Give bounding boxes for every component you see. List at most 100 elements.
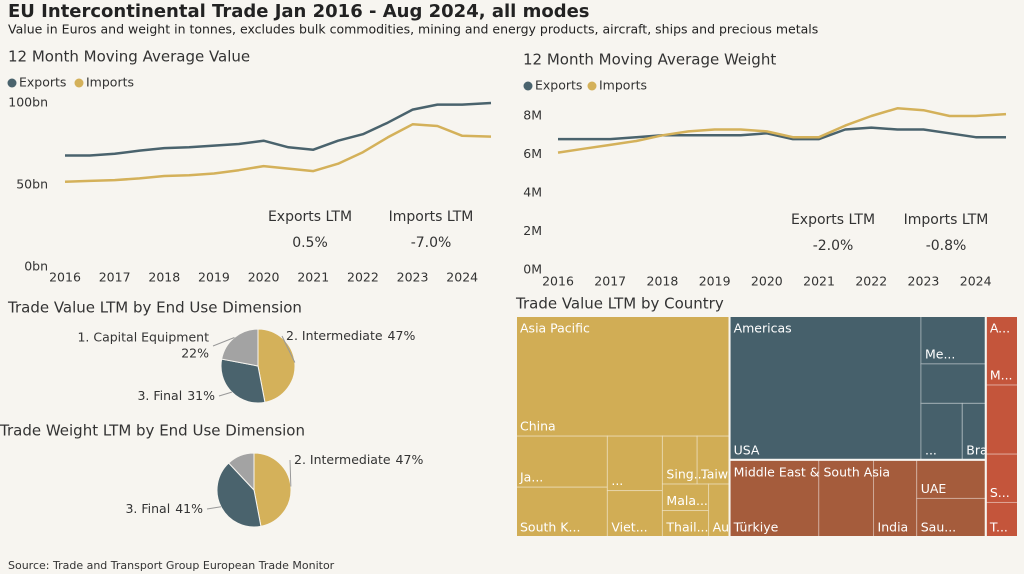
- legend-swatch: [523, 81, 533, 91]
- series-line: [65, 101, 492, 157]
- y-tick-label: 6M: [523, 146, 542, 161]
- y-tick-label: 4M: [523, 185, 542, 200]
- leader-line: [281, 335, 296, 363]
- slice-name: 3. Final: [125, 501, 170, 516]
- x-tick-label: 2016: [49, 270, 81, 285]
- cell-label: Thail...: [665, 520, 708, 535]
- x-tick-label: 2017: [594, 274, 626, 289]
- chart-title: 12 Month Moving Average Value: [8, 48, 250, 66]
- cell-label: M...: [990, 368, 1013, 383]
- slice-value: 41%: [175, 501, 203, 516]
- pie-slice: [227, 452, 255, 492]
- treemap-cell: [729, 315, 922, 461]
- region-label: Middle East & South Asia: [734, 464, 890, 479]
- pie-slice: [253, 452, 292, 527]
- chart-title: 12 Month Moving Average Weight: [523, 51, 776, 69]
- x-tick-label: 2023: [908, 274, 940, 289]
- series-line: [558, 126, 1006, 141]
- y-tick-label: 100bn: [8, 95, 48, 110]
- region-label: A...: [990, 321, 1010, 336]
- y-tick-label: 8M: [523, 108, 542, 123]
- x-tick-label: 2021: [803, 274, 835, 289]
- x-tick-label: 2018: [148, 270, 180, 285]
- cell-label: T...: [989, 520, 1008, 535]
- x-tick-label: 2023: [397, 270, 429, 285]
- page-subtitle: Value in Euros and weight in tonnes, exc…: [8, 22, 818, 37]
- slice-name: 2. Intermediate: [294, 452, 391, 467]
- legend-label: Imports: [599, 78, 647, 93]
- cell-label: ...: [925, 442, 937, 457]
- slice-value: 31%: [187, 388, 215, 403]
- annotation-value: -0.8%: [926, 238, 967, 254]
- annotation-label: Imports LTM: [389, 209, 474, 225]
- x-tick-label: 2022: [855, 274, 887, 289]
- cell-label: Viet...: [611, 520, 647, 535]
- pie-slice: [220, 358, 266, 404]
- cell-label: Ja...: [519, 470, 543, 485]
- chart-title: Trade Value LTM by End Use Dimension: [7, 299, 302, 317]
- cell-label: USA: [734, 442, 760, 457]
- region-border: [984, 315, 1020, 538]
- legend-swatch: [7, 78, 17, 88]
- slice-label: 3. Final 41%: [125, 501, 203, 516]
- cell-label: Sing...: [666, 467, 705, 482]
- x-tick-label: 2020: [751, 274, 783, 289]
- x-tick-label: 2024: [960, 274, 992, 289]
- annotation-value: 0.5%: [292, 235, 328, 251]
- slice-label: 1. Capital Equipment: [77, 330, 209, 345]
- treemap-cell: [920, 363, 987, 404]
- annotation-value: -2.0%: [813, 238, 854, 254]
- x-tick-label: 2017: [99, 270, 131, 285]
- cell-label: ...: [611, 473, 623, 488]
- slice-label: 2. Intermediate 47%: [286, 328, 415, 343]
- legend-swatch: [74, 78, 84, 88]
- cell-label: UAE: [921, 481, 947, 496]
- legend-swatch: [587, 81, 597, 91]
- x-tick-label: 2022: [347, 270, 379, 285]
- legend-label: Exports: [19, 75, 66, 90]
- slice-label: 2. Intermediate 47%: [294, 452, 423, 467]
- slice-name: 2. Intermediate: [286, 328, 383, 343]
- region: M... S... T... A...: [984, 315, 1020, 538]
- x-tick-label: 2019: [198, 270, 230, 285]
- treemap-cell: [661, 483, 710, 512]
- x-tick-label: 2021: [297, 270, 329, 285]
- region-label: Asia Pacific: [520, 321, 590, 336]
- y-tick-label: 0bn: [24, 259, 48, 274]
- leader-line: [289, 459, 292, 487]
- x-tick-label: 2024: [446, 270, 478, 285]
- cell-label: Sau...: [921, 520, 956, 535]
- treemap-cell: [696, 435, 731, 485]
- y-tick-label: 2M: [523, 223, 542, 238]
- annotation-label: Imports LTM: [904, 212, 989, 228]
- leader-line: [206, 506, 222, 510]
- treemap-cell: [985, 501, 1019, 538]
- treemap-cell: [729, 459, 820, 538]
- slice-name: 3. Final: [137, 388, 182, 403]
- y-tick-label: 0M: [523, 262, 542, 277]
- pie-slice: [257, 328, 296, 403]
- annotation-label: Exports LTM: [791, 212, 875, 228]
- series-line: [64, 123, 492, 183]
- treemap-cell: [916, 497, 987, 538]
- slice-label: 3. Final 31%: [137, 388, 215, 403]
- treemap-cell: [985, 384, 1019, 455]
- legend-label: Imports: [86, 75, 134, 90]
- legend-label: Exports: [535, 78, 582, 93]
- cell-label: China: [520, 419, 556, 434]
- page-title: EU Intercontinental Trade Jan 2016 - Aug…: [8, 1, 590, 22]
- series-line: [557, 107, 1007, 154]
- slice-value: 22%: [181, 346, 209, 361]
- region-label: Americas: [734, 321, 792, 336]
- region: Türkiye India UAE Sau... Middle East & South…: [728, 458, 987, 538]
- x-tick-label: 2018: [647, 274, 679, 289]
- treemap-cell: [661, 435, 698, 485]
- cell-label: Me...: [925, 346, 955, 361]
- cell-label: S...: [990, 485, 1010, 500]
- annotation-label: Exports LTM: [268, 209, 352, 225]
- cell-label: India: [878, 520, 909, 535]
- annotation-value: -7.0%: [411, 235, 452, 251]
